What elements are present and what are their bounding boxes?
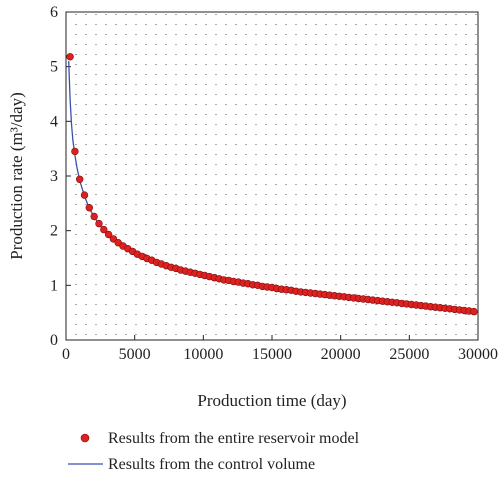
data-point bbox=[95, 219, 103, 228]
data-point bbox=[104, 230, 113, 239]
y-tick-label: 4 bbox=[50, 113, 58, 130]
y-tick-label: 1 bbox=[50, 277, 58, 294]
series-line-layer bbox=[68, 61, 479, 313]
y-axis: 0 1 2 3 4 5 6 bbox=[50, 4, 71, 349]
legend-label-line: Results from the control volume bbox=[108, 456, 315, 473]
y-tick-label: 0 bbox=[50, 332, 58, 349]
x-tick-label: 10000 bbox=[183, 346, 223, 363]
data-point bbox=[100, 225, 108, 234]
x-axis-title: Production time (day) bbox=[197, 391, 346, 410]
legend-marker-points bbox=[80, 433, 90, 443]
data-point bbox=[90, 212, 98, 221]
x-tick-label: 5000 bbox=[119, 346, 151, 363]
legend-label-points: Results from the entire reservoir model bbox=[108, 430, 360, 447]
data-point bbox=[66, 53, 74, 61]
x-tick-label: 15000 bbox=[252, 346, 292, 363]
series-line-control-volume bbox=[68, 61, 479, 313]
data-point bbox=[80, 191, 89, 199]
data-point bbox=[470, 307, 478, 316]
y-tick-label: 2 bbox=[50, 223, 58, 240]
data-point bbox=[85, 204, 94, 212]
series-points-layer bbox=[66, 53, 478, 316]
y-tick-label: 5 bbox=[50, 59, 58, 76]
x-tick-label: 20000 bbox=[321, 346, 361, 363]
y-tick-label: 6 bbox=[50, 4, 58, 21]
data-point bbox=[75, 175, 84, 184]
x-tick-label: 30000 bbox=[458, 346, 498, 363]
y-tick-label: 3 bbox=[50, 168, 58, 185]
x-axis: 0 5000 10000 15000 20000 25000 30000 bbox=[62, 335, 498, 363]
legend: Results from the entire reservoir model … bbox=[68, 430, 360, 473]
y-axis-title: Production rate (m³/day) bbox=[7, 92, 26, 260]
x-tick-label: 0 bbox=[62, 346, 70, 363]
data-point bbox=[71, 147, 79, 156]
x-tick-label: 25000 bbox=[389, 346, 429, 363]
data-point bbox=[109, 235, 118, 243]
